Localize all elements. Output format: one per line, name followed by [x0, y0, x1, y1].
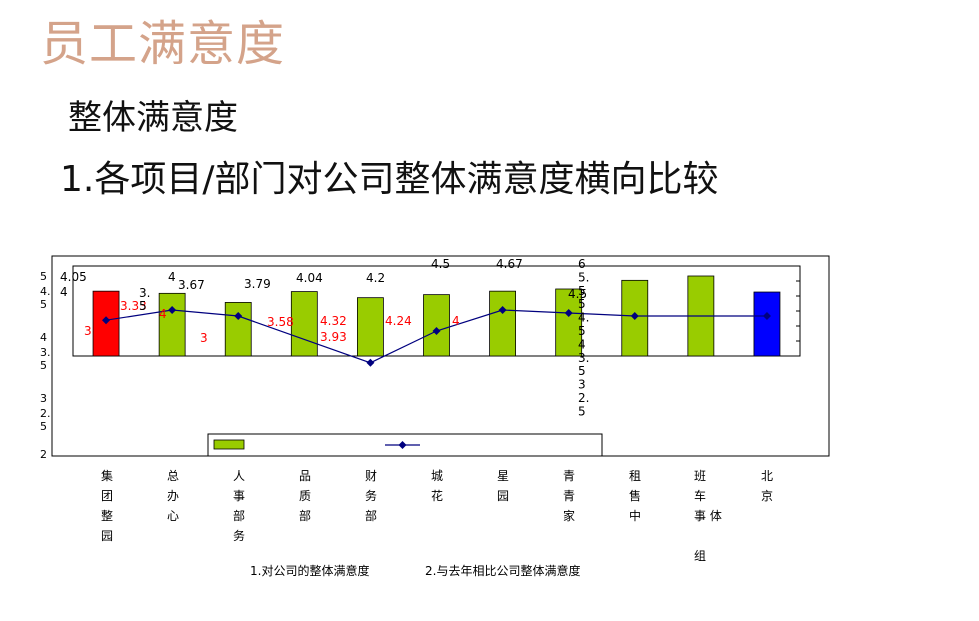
legend-label-series-2: 2.与去年相比公司整体满意度 [425, 564, 581, 578]
slide-title: 员工满意度 [40, 16, 286, 72]
category-label-7: 青青家 [562, 469, 575, 523]
category-label-9: 班车事 体组 [694, 469, 722, 563]
category-label-8: 租售中 [628, 469, 641, 523]
data-label-2: 3.33 [120, 299, 147, 313]
category-label-4: 财务部 [364, 469, 377, 523]
line-point-6 [498, 306, 507, 314]
data-label-6: 4 [168, 270, 176, 284]
data-label-9: 3.79 [244, 277, 271, 291]
data-label-3: 3 [84, 324, 92, 338]
category-label-5: 城花 [430, 469, 443, 503]
category-label-0: 集团整园 [100, 469, 113, 543]
bar-3 [290, 291, 318, 357]
left-axis-tick-0: 5 [40, 270, 47, 283]
slide-heading: 1.各项目/部门对公司整体满意度横向比较 [60, 159, 719, 200]
data-label-10: 4.04 [296, 271, 323, 285]
left-axis-tick-5: 2. 5 [40, 407, 51, 433]
line-point-8 [630, 312, 639, 320]
data-label-16: 4.5 [431, 257, 450, 271]
slide-subtitle: 整体满意度 [68, 98, 238, 138]
line-point-5 [432, 327, 441, 335]
legend-label-series-1: 1.对公司的整体满意度 [250, 564, 370, 578]
bar-1 [158, 292, 186, 357]
legend-line-marker [398, 441, 407, 449]
line-point-7 [564, 309, 573, 317]
data-label-19: 4.5 [568, 287, 587, 301]
data-label-7: 3.67 [178, 278, 205, 292]
data-label-1: 4 [60, 285, 68, 299]
left-axis-tick-3: 3. 5 [40, 346, 51, 372]
line-point-0 [102, 316, 111, 325]
data-label-5: 4 [159, 307, 167, 321]
line-point-4 [366, 358, 375, 367]
left-axis-tick-6: 2 [40, 448, 47, 461]
right-axis-ticks [796, 265, 800, 357]
bar-10 [753, 291, 781, 357]
data-label-14: 4.2 [366, 271, 385, 285]
data-label-11: 3.58 [267, 315, 294, 329]
bar-5 [423, 294, 450, 357]
category-label-6: 星园 [496, 469, 509, 503]
data-label-12: 4.32 [320, 314, 347, 328]
left-axis-tick-4: 3 [40, 392, 47, 405]
data-label-18: 4.67 [496, 257, 523, 271]
legend-bar-swatch [213, 439, 245, 450]
data-label-4: 3. 5 [139, 286, 150, 313]
bar-2 [224, 302, 252, 357]
left-axis-tick-2: 4 [40, 331, 47, 344]
data-label-13: 3.93 [320, 330, 347, 344]
line-point-10 [762, 312, 771, 320]
category-label-10: 北京 [760, 469, 773, 503]
bar-6 [489, 290, 516, 357]
data-label-8: 3 [200, 331, 208, 345]
data-label-0: 4.05 [60, 270, 87, 284]
line-point-2 [234, 312, 243, 320]
data-label-17: 4 [452, 314, 460, 328]
bar-7 [555, 288, 583, 357]
data-label-15: 4.24 [385, 314, 412, 328]
category-label-1: 总办心 [166, 469, 179, 523]
stacked-axis-label: 6 5. 5 5 4. 5 4 3. 5 3 2. 5 [578, 257, 589, 418]
bar-4 [357, 297, 384, 357]
category-label-3: 品质部 [298, 469, 311, 523]
left-axis-tick-1: 4. 5 [40, 285, 51, 311]
line-point-1 [168, 306, 177, 314]
category-label-2: 人事部务 [232, 469, 245, 543]
